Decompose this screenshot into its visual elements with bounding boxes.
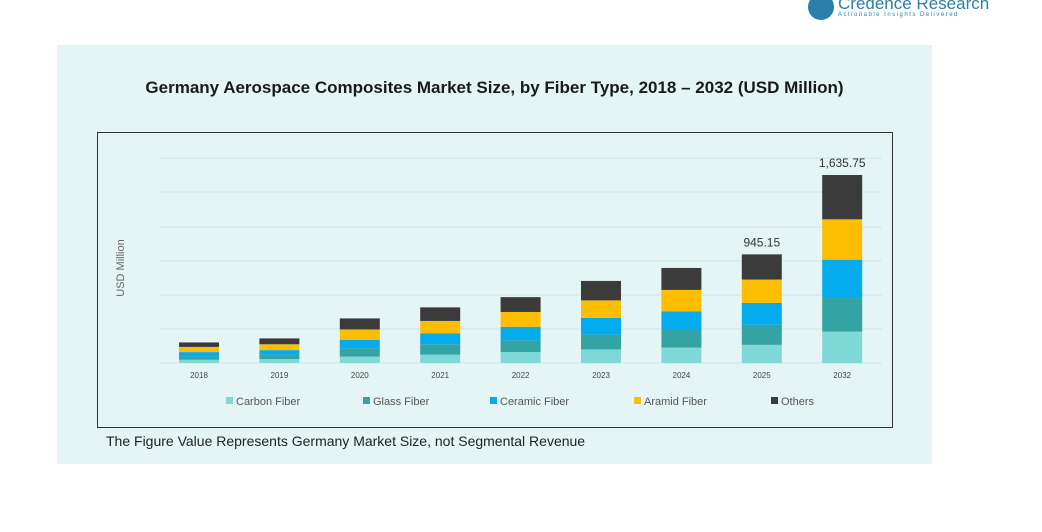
legend-swatch xyxy=(490,397,497,404)
bar-carbon-fiber-2032 xyxy=(822,331,863,363)
bar-carbon-fiber-2023 xyxy=(581,349,621,363)
bar-others-2020 xyxy=(339,318,380,330)
bar-glass-fiber-2024 xyxy=(661,330,702,348)
bar-ceramic-fiber-2032 xyxy=(822,259,863,299)
brand-tagline: Actionable Insights Delivered xyxy=(838,12,959,18)
bar-ceramic-fiber-2019 xyxy=(259,350,300,355)
chart-panel xyxy=(57,45,932,464)
bar-glass-fiber-2018 xyxy=(179,356,219,360)
x-tick-label: 2032 xyxy=(833,371,851,380)
bar-carbon-fiber-2021 xyxy=(420,354,461,363)
bar-ceramic-fiber-2023 xyxy=(581,317,621,335)
bar-glass-fiber-2025 xyxy=(741,324,782,345)
bar-carbon-fiber-2024 xyxy=(661,347,702,363)
bar-others-2021 xyxy=(420,307,461,321)
bar-glass-fiber-2019 xyxy=(259,354,300,360)
plot-frame xyxy=(97,132,893,428)
data-label-2032: 1,635.75 xyxy=(819,156,866,170)
x-tick-label: 2023 xyxy=(592,371,610,380)
bar-others-2019 xyxy=(259,338,300,345)
brand-logo: Credence Research Actionable Insights De… xyxy=(808,0,989,20)
bar-glass-fiber-2022 xyxy=(500,340,541,352)
bar-glass-fiber-2020 xyxy=(339,348,380,357)
bar-others-2025 xyxy=(741,254,782,280)
bar-others-2032 xyxy=(822,175,863,220)
bar-aramid-fiber-2032 xyxy=(822,219,863,260)
bar-aramid-fiber-2021 xyxy=(420,320,461,334)
bar-others-2024 xyxy=(661,267,702,290)
bar-carbon-fiber-2018 xyxy=(179,359,219,363)
bar-aramid-fiber-2023 xyxy=(581,300,621,318)
legend-swatch xyxy=(226,397,233,404)
legend-swatch xyxy=(363,397,370,404)
bar-ceramic-fiber-2018 xyxy=(179,352,219,357)
x-tick-label: 2024 xyxy=(673,371,691,380)
bar-others-2023 xyxy=(581,280,621,301)
legend-item: Glass Fiber xyxy=(373,396,430,408)
x-tick-label: 2025 xyxy=(753,371,771,380)
bar-aramid-fiber-2019 xyxy=(259,344,300,351)
x-tick-label: 2019 xyxy=(271,371,289,380)
logo-chart-icon xyxy=(808,0,834,20)
bar-aramid-fiber-2025 xyxy=(741,279,782,303)
bar-ceramic-fiber-2022 xyxy=(500,326,541,341)
bar-ceramic-fiber-2025 xyxy=(741,302,782,325)
bar-aramid-fiber-2020 xyxy=(339,329,380,340)
bar-others-2022 xyxy=(500,297,541,312)
bar-glass-fiber-2023 xyxy=(581,334,621,350)
y-axis-label: USD Million xyxy=(115,239,127,296)
bar-carbon-fiber-2022 xyxy=(500,351,541,363)
legend-swatch xyxy=(771,397,778,404)
legend-swatch xyxy=(634,397,641,404)
bar-aramid-fiber-2018 xyxy=(179,346,219,353)
legend-item: Ceramic Fiber xyxy=(500,396,569,408)
legend-item: Aramid Fiber xyxy=(644,396,707,408)
x-tick-label: 2021 xyxy=(431,371,449,380)
bar-carbon-fiber-2020 xyxy=(339,356,380,363)
brand-name: Credence Research xyxy=(838,0,990,13)
chart-title: Germany Aerospace Composites Market Size… xyxy=(145,78,844,97)
bar-ceramic-fiber-2024 xyxy=(661,311,702,331)
bar-carbon-fiber-2025 xyxy=(741,344,782,363)
bar-aramid-fiber-2022 xyxy=(500,311,541,327)
x-tick-label: 2020 xyxy=(351,371,369,380)
bar-glass-fiber-2032 xyxy=(822,298,863,332)
footnote: The Figure Value Represents Germany Mark… xyxy=(106,433,586,449)
legend-item: Others xyxy=(781,396,815,408)
bar-ceramic-fiber-2020 xyxy=(339,339,380,349)
x-tick-label: 2018 xyxy=(190,371,208,380)
x-tick-label: 2022 xyxy=(512,371,530,380)
bar-aramid-fiber-2024 xyxy=(661,289,702,312)
data-label-2025: 945.15 xyxy=(743,235,780,249)
bar-carbon-fiber-2019 xyxy=(259,359,300,363)
bar-others-2018 xyxy=(179,342,219,347)
bar-ceramic-fiber-2021 xyxy=(420,333,461,345)
bar-glass-fiber-2021 xyxy=(420,344,461,355)
legend-item: Carbon Fiber xyxy=(236,396,301,408)
